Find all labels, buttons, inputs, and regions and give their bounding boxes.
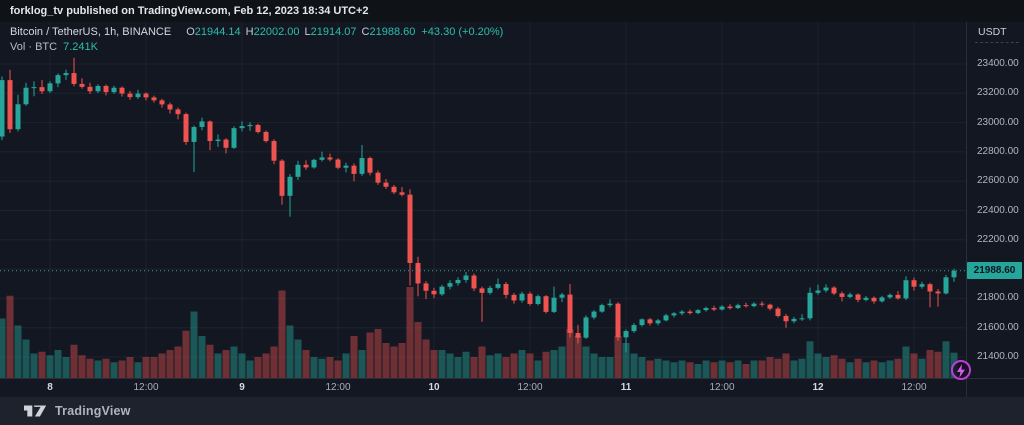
candlestick-plot[interactable] xyxy=(0,22,966,397)
volume-label[interactable]: Vol · BTC xyxy=(10,41,58,53)
time-axis-label: 12:00 xyxy=(325,382,351,393)
tradingview-logo-text[interactable]: TradingView xyxy=(55,404,131,418)
tradingview-logo-icon xyxy=(24,405,47,417)
symbol-title[interactable]: Bitcoin / TetherUS, 1h, BINANCE xyxy=(10,26,172,38)
price-axis-label: 21400.00 xyxy=(977,351,1019,362)
publish-banner: forklog_tv published on TradingView.com,… xyxy=(0,0,1024,22)
open-label: O xyxy=(186,26,195,38)
time-axis-label: 12:00 xyxy=(517,382,543,393)
price-axis-label: 23200.00 xyxy=(977,87,1019,99)
time-axis-label: 12:00 xyxy=(133,382,159,393)
price-axis-separator xyxy=(975,42,1019,43)
price-axis-label: 22600.00 xyxy=(977,175,1019,187)
high-label: H xyxy=(245,26,254,38)
price-axis-label: 22800.00 xyxy=(977,145,1019,157)
time-axis-label: 8 xyxy=(47,382,53,393)
last-price-tag: 21988.60 xyxy=(967,262,1022,280)
legend-volume-row: Vol · BTC 7.241K xyxy=(10,40,503,55)
boost-lightning-icon[interactable] xyxy=(951,360,971,380)
time-axis-label: 9 xyxy=(239,382,245,393)
price-axis-label: 22200.00 xyxy=(977,233,1019,245)
volume-value: 7.241K xyxy=(63,41,98,53)
close-value: 21988.60 xyxy=(369,26,416,38)
price-axis-label: 23000.00 xyxy=(977,116,1019,128)
time-axis-label: 11 xyxy=(620,382,632,393)
publish-text: forklog_tv published on TradingView.com,… xyxy=(10,5,369,17)
time-axis-label: 10 xyxy=(428,382,440,393)
close-label: C xyxy=(361,26,370,38)
time-axis-label: 12:00 xyxy=(901,382,927,393)
footer-bar: TradingView xyxy=(0,397,1024,425)
price-axis-label: 23400.00 xyxy=(977,58,1019,69)
lightning-bolt-glyph xyxy=(957,364,965,378)
change-value: +43.30 (+0.20%) xyxy=(421,26,504,38)
time-axis-label: 12 xyxy=(812,382,824,393)
price-axis-currency: USDT xyxy=(978,26,1007,38)
open-value: 21944.14 xyxy=(194,26,241,38)
chart-legend: Bitcoin / TetherUS, 1h, BINANCE O21944.14… xyxy=(10,25,503,55)
time-axis-label: 12:00 xyxy=(709,382,735,393)
price-axis[interactable] xyxy=(966,22,1024,397)
price-axis-label: 21600.00 xyxy=(977,321,1019,333)
price-axis-label: 21800.00 xyxy=(977,292,1019,304)
time-axis[interactable] xyxy=(0,378,1024,397)
legend-symbol-row: Bitcoin / TetherUS, 1h, BINANCE O21944.14… xyxy=(10,25,503,40)
high-value: 22002.00 xyxy=(253,26,300,38)
price-axis-label: 22400.00 xyxy=(977,204,1019,216)
chart-area[interactable]: Bitcoin / TetherUS, 1h, BINANCE O21944.14… xyxy=(0,22,1024,397)
low-label: L xyxy=(304,26,311,38)
tradingview-logo[interactable]: TradingView xyxy=(24,404,131,418)
low-value: 21914.07 xyxy=(310,26,357,38)
